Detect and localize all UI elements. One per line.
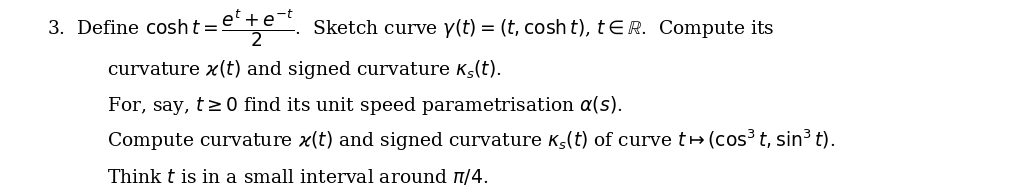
Text: For, say, $t \geq 0$ find its unit speed parametrisation $\alpha(s)$.: For, say, $t \geq 0$ find its unit speed… (108, 94, 623, 117)
Text: curvature $\varkappa(t)$ and signed curvature $\kappa_s(t)$.: curvature $\varkappa(t)$ and signed curv… (108, 58, 503, 80)
Text: Compute curvature $\varkappa(t)$ and signed curvature $\kappa_s(t)$ of curve $t : Compute curvature $\varkappa(t)$ and sig… (108, 127, 836, 153)
Text: Think $t$ is in a small interval around $\pi/4$.: Think $t$ is in a small interval around … (108, 167, 488, 187)
Text: 3.  Define $\cosh t = \dfrac{e^t + e^{-t}}{2}$.  Sketch curve $\gamma(t) = (t, \: 3. Define $\cosh t = \dfrac{e^t + e^{-t}… (47, 7, 774, 49)
